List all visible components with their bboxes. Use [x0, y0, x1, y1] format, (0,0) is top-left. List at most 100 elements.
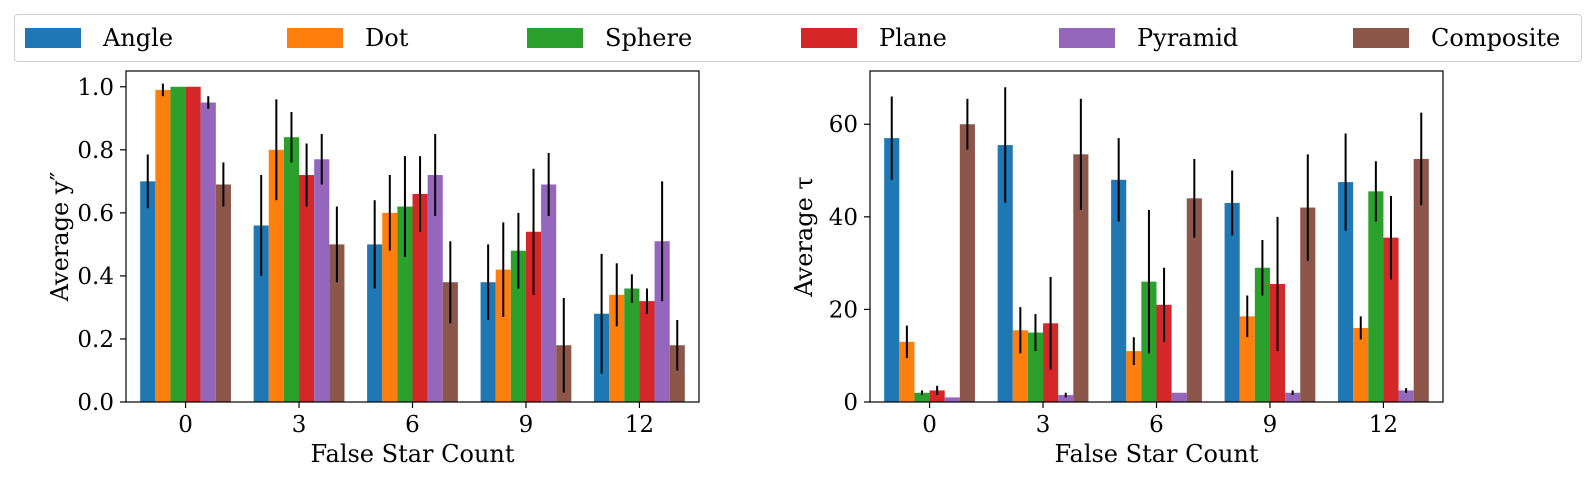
- x-tick-label: 9: [1263, 412, 1278, 438]
- bar-composite-12: [669, 345, 685, 402]
- bar-angle-9: [480, 282, 496, 402]
- x-tick-label: 9: [519, 412, 534, 438]
- bar-angle-0: [140, 181, 156, 402]
- chart-average-y: 0.0 0.2 0.4 0.6 0.8 1.0 0 3 6 9 12 False Star Count…: [46, 70, 700, 468]
- bar-dot-6: [1126, 351, 1142, 402]
- bar-pyramid-12: [1398, 390, 1414, 402]
- legend-label-angle: Angle: [103, 24, 174, 52]
- bar-composite-9: [1300, 207, 1316, 402]
- x-tick-label: 12: [625, 412, 654, 438]
- bar-composite-3: [1073, 154, 1089, 402]
- y-tick-label: 0: [843, 390, 858, 416]
- bar-pyramid-0: [200, 102, 216, 403]
- x-axis-label: False Star Count: [1054, 440, 1258, 468]
- bar-dot-12: [1353, 327, 1369, 402]
- legend-swatch-dot: [287, 28, 343, 48]
- y-tick-label: 60: [829, 112, 858, 138]
- bar-pyramid-9: [1285, 392, 1301, 402]
- y-tick-label: 20: [829, 297, 858, 323]
- legend-label-dot: Dot: [365, 24, 409, 52]
- legend-label-composite: Composite: [1431, 24, 1561, 52]
- y-tick-label: 40: [829, 205, 858, 231]
- bar-angle-3: [997, 145, 1013, 402]
- bar-pyramid-12: [654, 241, 670, 402]
- bar-plane-12: [639, 301, 655, 402]
- legend-swatch-composite: [1353, 28, 1409, 48]
- bar-sphere-0: [170, 86, 186, 402]
- legend-swatch-angle: [25, 28, 81, 48]
- legend-swatch-plane: [801, 28, 857, 48]
- x-tick-label: 3: [1036, 412, 1051, 438]
- bar-plane-12: [1383, 237, 1399, 402]
- bar-dot-3: [1012, 330, 1028, 402]
- legend-item-pyramid: Pyramid: [1059, 15, 1238, 61]
- bar-angle-0: [884, 138, 900, 403]
- y-axis-label: Average τ: [790, 176, 818, 297]
- bar-angle-6: [1111, 179, 1127, 402]
- bar-dot-0: [899, 341, 915, 402]
- bar-composite-0: [215, 184, 231, 402]
- y-tick-label: 0.6: [77, 201, 114, 227]
- bar-angle-3: [253, 225, 269, 402]
- bar-composite-6: [1186, 198, 1202, 402]
- bar-dot-12: [609, 294, 625, 402]
- y-tick-label: 0.4: [77, 264, 114, 290]
- bar-dot-6: [382, 212, 398, 402]
- bar-pyramid-9: [541, 184, 557, 402]
- legend-item-dot: Dot: [287, 15, 408, 61]
- bar-sphere-9: [510, 250, 526, 402]
- bar-plane-6: [1156, 304, 1172, 402]
- bar-angle-12: [1338, 182, 1354, 402]
- x-tick-label: 12: [1369, 412, 1398, 438]
- y-axis-label: Average y″: [46, 172, 74, 303]
- x-tick-label: 3: [292, 412, 307, 438]
- legend-swatch-pyramid: [1059, 28, 1115, 48]
- bar-plane-0: [185, 86, 201, 402]
- y-tick-label: 0.0: [77, 390, 114, 416]
- y-tick-label: 0.2: [77, 327, 114, 353]
- bar-sphere-6: [397, 206, 413, 402]
- bar-sphere-0: [914, 392, 930, 402]
- x-tick-label: 6: [1149, 412, 1164, 438]
- bar-composite-0: [959, 124, 975, 402]
- bar-composite-6: [442, 282, 458, 402]
- bar-pyramid-3: [314, 159, 330, 402]
- legend-label-pyramid: Pyramid: [1137, 24, 1239, 52]
- bar-plane-9: [525, 231, 542, 402]
- bar-plane-3: [299, 175, 315, 402]
- x-axis-label: False Star Count: [310, 440, 514, 468]
- bar-angle-6: [367, 244, 383, 402]
- legend-item-plane: Plane: [801, 15, 947, 61]
- legend-label-plane: Plane: [879, 24, 947, 52]
- bar-pyramid-0: [944, 397, 960, 402]
- bar-dot-9: [495, 269, 511, 402]
- legend: Angle Dot Sphere Plane Pyramid Composite: [14, 14, 1582, 62]
- bar-composite-3: [329, 244, 345, 402]
- bar-sphere-12: [1368, 191, 1384, 402]
- bar-plane-0: [929, 390, 945, 402]
- chart-average-tau: 0 20 40 60 0 3 6 9 12 False Star Count Average τ: [790, 70, 1444, 468]
- x-tick-label: 0: [178, 412, 193, 438]
- bar-plane-6: [412, 193, 428, 402]
- legend-item-angle: Angle: [25, 15, 173, 61]
- bar-sphere-3: [1027, 332, 1044, 402]
- bar-angle-9: [1224, 202, 1240, 402]
- legend-item-sphere: Sphere: [527, 15, 692, 61]
- bar-pyramid-3: [1058, 395, 1074, 402]
- bar-pyramid-6: [427, 175, 443, 402]
- y-tick-label: 0.8: [77, 138, 114, 164]
- legend-item-composite: Composite: [1353, 15, 1560, 61]
- x-tick-label: 6: [405, 412, 420, 438]
- y-tick-label: 1.0: [77, 75, 114, 101]
- bar-sphere-9: [1254, 267, 1270, 402]
- bar-sphere-3: [283, 137, 300, 402]
- bar-composite-12: [1413, 158, 1429, 402]
- bar-pyramid-6: [1171, 392, 1187, 402]
- bar-dot-3: [268, 149, 284, 402]
- legend-label-sphere: Sphere: [605, 24, 693, 52]
- x-tick-label: 0: [922, 412, 937, 438]
- bar-dot-0: [155, 89, 171, 403]
- bar-dot-9: [1239, 316, 1255, 402]
- bar-sphere-12: [624, 288, 640, 402]
